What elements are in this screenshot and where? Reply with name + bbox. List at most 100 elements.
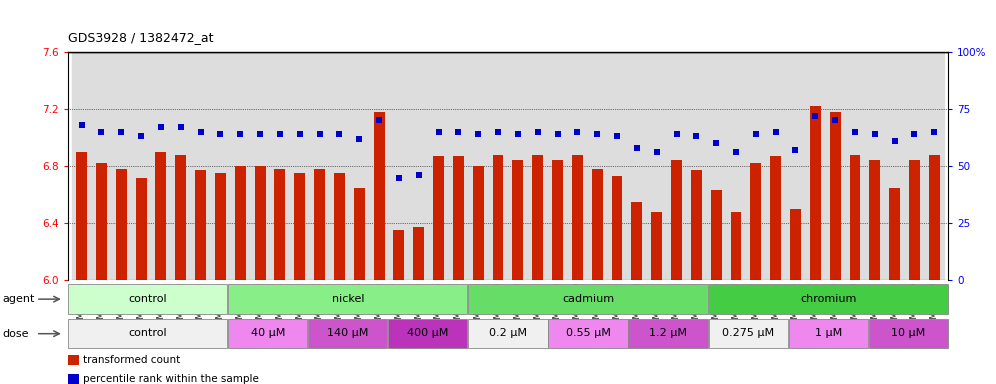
Bar bbox=[904, 52, 924, 280]
Bar bbox=[250, 52, 270, 280]
Bar bbox=[190, 52, 210, 280]
Bar bbox=[612, 176, 622, 280]
Point bbox=[352, 136, 368, 142]
Point bbox=[252, 131, 268, 137]
Bar bbox=[68, 355, 79, 365]
Bar bbox=[528, 52, 548, 280]
Bar bbox=[468, 284, 707, 314]
Bar bbox=[195, 170, 206, 280]
Bar bbox=[608, 52, 626, 280]
Bar bbox=[314, 169, 325, 280]
Bar bbox=[493, 155, 504, 280]
Bar bbox=[830, 112, 841, 280]
Point bbox=[530, 129, 546, 135]
Point bbox=[312, 131, 328, 137]
Bar bbox=[228, 319, 308, 349]
Bar bbox=[770, 156, 781, 280]
Bar bbox=[651, 212, 662, 280]
Point bbox=[372, 118, 387, 124]
Bar bbox=[112, 52, 131, 280]
Bar bbox=[711, 190, 722, 280]
Point bbox=[292, 131, 308, 137]
Bar bbox=[175, 155, 186, 280]
Bar bbox=[393, 230, 404, 280]
Bar bbox=[354, 187, 365, 280]
Bar bbox=[413, 227, 424, 280]
Bar bbox=[350, 52, 370, 280]
Bar bbox=[389, 52, 408, 280]
Point bbox=[808, 113, 824, 119]
Text: 10 μM: 10 μM bbox=[891, 328, 925, 338]
Bar bbox=[549, 319, 627, 349]
Bar bbox=[786, 52, 806, 280]
Point bbox=[192, 129, 208, 135]
Bar bbox=[310, 52, 330, 280]
Point bbox=[610, 133, 625, 139]
Bar bbox=[92, 52, 112, 280]
Bar bbox=[215, 173, 226, 280]
Point bbox=[232, 131, 248, 137]
Point bbox=[570, 129, 586, 135]
Bar bbox=[334, 173, 345, 280]
Bar bbox=[865, 52, 884, 280]
Bar bbox=[96, 163, 107, 280]
Bar bbox=[68, 319, 227, 349]
Point bbox=[788, 147, 804, 153]
Point bbox=[550, 131, 566, 137]
Point bbox=[926, 129, 942, 135]
Bar bbox=[631, 202, 642, 280]
Bar bbox=[448, 52, 468, 280]
Text: 40 μM: 40 μM bbox=[251, 328, 285, 338]
Bar bbox=[548, 52, 568, 280]
Bar bbox=[453, 156, 464, 280]
Bar bbox=[924, 52, 944, 280]
Text: 0.55 μM: 0.55 μM bbox=[566, 328, 611, 338]
Bar bbox=[806, 52, 826, 280]
Point bbox=[828, 118, 844, 124]
Point bbox=[332, 131, 348, 137]
Point bbox=[728, 149, 744, 156]
Point bbox=[510, 131, 526, 137]
Bar bbox=[294, 173, 305, 280]
Bar bbox=[116, 169, 126, 280]
Point bbox=[94, 129, 110, 135]
Bar bbox=[388, 319, 467, 349]
Bar bbox=[68, 284, 227, 314]
Bar bbox=[270, 52, 290, 280]
Text: transformed count: transformed count bbox=[83, 355, 180, 365]
Bar bbox=[131, 52, 151, 280]
Point bbox=[906, 131, 922, 137]
Bar bbox=[592, 169, 603, 280]
Bar bbox=[552, 161, 563, 280]
Bar bbox=[72, 52, 92, 280]
Point bbox=[867, 131, 882, 137]
Point bbox=[628, 145, 644, 151]
Point bbox=[590, 131, 606, 137]
Point bbox=[490, 129, 506, 135]
Point bbox=[74, 122, 90, 128]
Text: cadmium: cadmium bbox=[562, 293, 615, 303]
Bar bbox=[730, 212, 741, 280]
Bar bbox=[370, 52, 389, 280]
Bar bbox=[275, 169, 286, 280]
Bar bbox=[671, 161, 682, 280]
Point bbox=[768, 129, 784, 135]
Point bbox=[470, 131, 486, 137]
Bar bbox=[76, 152, 87, 280]
Text: percentile rank within the sample: percentile rank within the sample bbox=[83, 374, 259, 384]
Bar bbox=[726, 52, 746, 280]
Bar bbox=[255, 166, 266, 280]
Bar bbox=[790, 209, 801, 280]
Bar bbox=[929, 155, 940, 280]
Point bbox=[450, 129, 466, 135]
Bar bbox=[433, 156, 444, 280]
Bar bbox=[210, 52, 230, 280]
Point bbox=[708, 140, 724, 146]
Bar bbox=[135, 177, 146, 280]
Bar bbox=[568, 52, 588, 280]
Text: nickel: nickel bbox=[332, 293, 365, 303]
Bar bbox=[473, 166, 484, 280]
Bar bbox=[646, 52, 666, 280]
Bar bbox=[884, 52, 904, 280]
Bar bbox=[850, 155, 861, 280]
